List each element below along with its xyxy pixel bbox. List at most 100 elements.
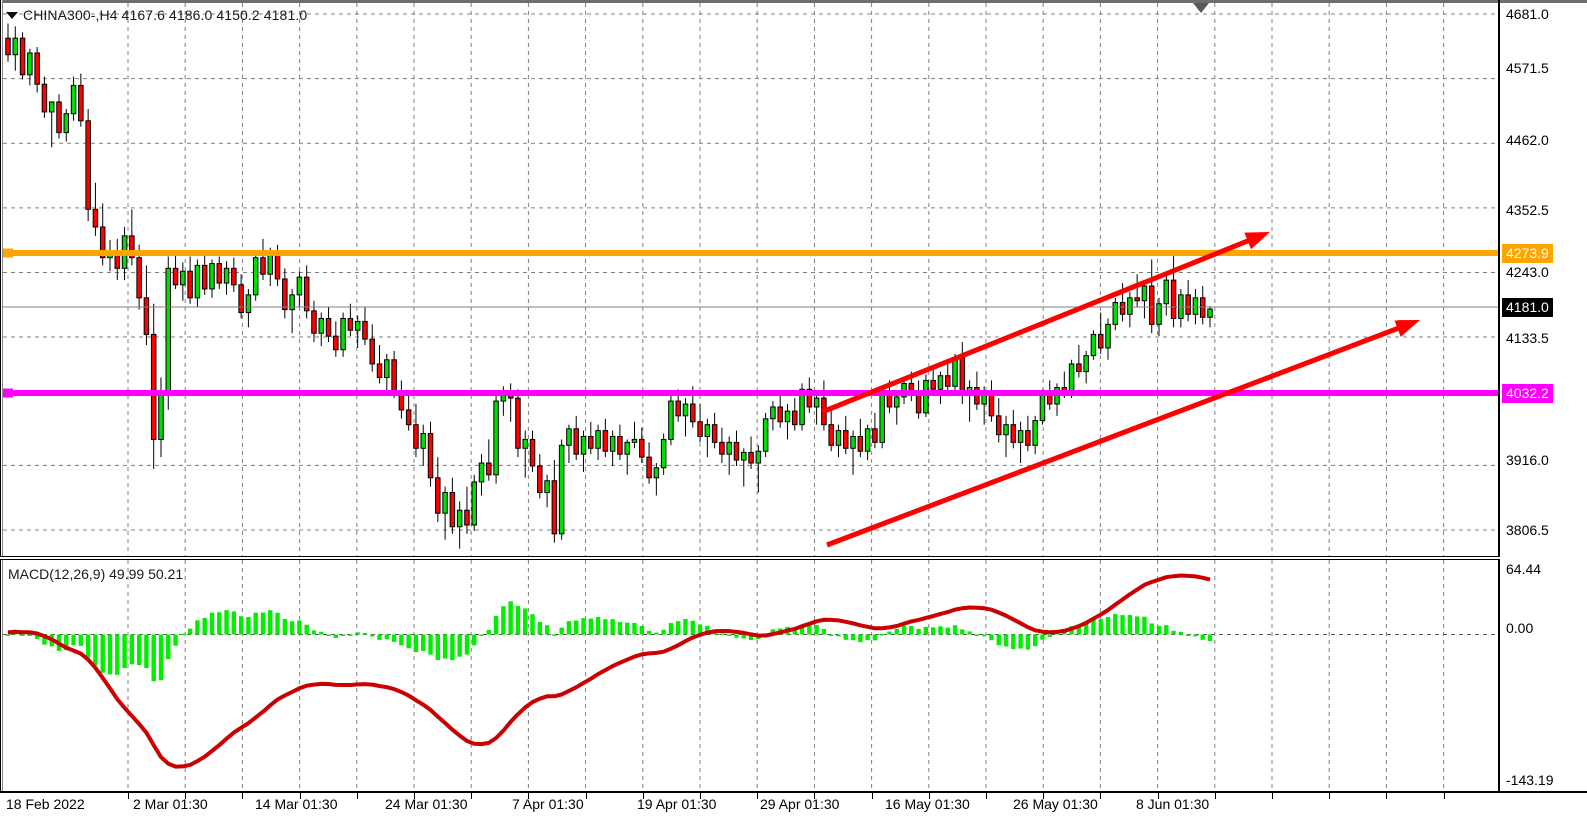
resistance-label[interactable]: 4273.9 xyxy=(1502,244,1553,263)
macd-histogram-bar xyxy=(20,634,25,636)
macd-histogram-bar xyxy=(617,622,623,635)
macd-histogram-bar xyxy=(945,627,950,635)
candlestick xyxy=(631,421,638,449)
candle-body-bullish xyxy=(1156,303,1162,325)
macd-histogram-bar xyxy=(741,634,746,639)
candle-body-bullish xyxy=(660,438,667,469)
macd-histogram-bar xyxy=(646,630,652,635)
macd-histogram-bar xyxy=(850,634,856,641)
candle-body-bearish xyxy=(143,297,150,335)
candle-body-bearish xyxy=(435,477,441,514)
triangle-down-marker-icon[interactable] xyxy=(1193,3,1209,13)
macd-histogram-bar xyxy=(566,621,572,635)
last-price-label[interactable]: 4181.0 xyxy=(1502,298,1553,317)
macd-histogram-bar xyxy=(1134,616,1140,635)
candle-body-bullish xyxy=(384,359,390,378)
macd-histogram-bar xyxy=(581,618,586,635)
candlestick xyxy=(879,389,885,449)
candlestick xyxy=(12,26,19,71)
macd-histogram-bar xyxy=(348,634,353,636)
candlestick xyxy=(726,436,732,475)
candle-body-bearish xyxy=(711,424,718,443)
candle-body-bullish xyxy=(1163,279,1170,305)
macd-histogram-bar xyxy=(1178,631,1184,635)
candlestick xyxy=(78,73,84,127)
time-axis-tick xyxy=(1043,793,1045,799)
candle-body-bullish xyxy=(1112,302,1119,325)
collapse-chart-icon[interactable] xyxy=(6,12,18,19)
candle-body-bearish xyxy=(588,435,594,449)
left-frame-border xyxy=(0,0,3,793)
support-line-handle[interactable] xyxy=(3,388,13,398)
lower-trendline-arrow-arrowhead xyxy=(1394,320,1420,337)
candlestick xyxy=(27,48,33,86)
lower-trendline-arrow[interactable] xyxy=(826,324,1405,548)
candle-body-bullish xyxy=(1127,297,1133,315)
candlestick xyxy=(384,353,390,393)
candlestick xyxy=(617,424,623,461)
candle-body-bullish xyxy=(726,441,732,455)
price-chart-panel[interactable] xyxy=(3,3,1498,556)
macd-histogram-bar xyxy=(697,624,703,635)
price-axis-tick-label: 4352.5 xyxy=(1506,202,1549,218)
candlestick xyxy=(478,454,485,496)
macd-histogram-bar xyxy=(187,628,193,635)
macd-histogram-bar xyxy=(552,634,557,636)
time-axis-tick xyxy=(242,793,244,799)
price-axis-tick-label: 3806.5 xyxy=(1506,522,1549,538)
price-axis-tick-label: 4681.0 xyxy=(1506,6,1549,22)
macd-histogram-bar xyxy=(595,616,601,635)
macd-histogram-bar xyxy=(574,620,579,635)
price-axis-border xyxy=(1498,0,1500,793)
candle-body-bullish xyxy=(1017,430,1024,443)
candle-body-bearish xyxy=(99,226,106,259)
time-axis-tick-label: 14 Mar 01:30 xyxy=(255,796,338,812)
candle-body-bullish xyxy=(340,317,346,351)
candlestick xyxy=(442,486,448,540)
candlestick xyxy=(311,300,317,343)
macd-histogram-bar xyxy=(1171,630,1176,635)
candle-body-bearish xyxy=(675,400,681,417)
candlestick xyxy=(19,32,26,80)
macd-histogram-bar xyxy=(508,601,513,635)
candle-body-bearish xyxy=(1199,297,1206,318)
macd-histogram-bar xyxy=(843,634,848,640)
resistance-line-handle[interactable] xyxy=(3,248,13,258)
candle-body-bearish xyxy=(391,359,397,393)
macd-indicator-panel[interactable] xyxy=(3,560,1498,791)
candle-body-bullish xyxy=(1105,323,1111,349)
macd-histogram-bar xyxy=(100,634,105,673)
macd-histogram-bar xyxy=(836,634,841,637)
candlestick xyxy=(777,395,783,428)
candle-body-bullish xyxy=(893,396,900,408)
macd-signal-line xyxy=(7,573,1211,769)
candle-body-bearish xyxy=(697,421,703,437)
time-axis-tick xyxy=(757,793,759,799)
time-axis-tick xyxy=(928,793,930,799)
candle-body-bullish xyxy=(158,394,164,440)
candlestick xyxy=(1148,259,1155,334)
candlestick xyxy=(639,427,645,464)
candle-body-bearish xyxy=(1148,285,1155,325)
candlestick xyxy=(602,418,609,458)
candle-body-bearish xyxy=(347,317,354,331)
candlestick xyxy=(719,427,725,464)
candle-body-bullish xyxy=(456,509,463,528)
candlestick-series xyxy=(5,23,1213,549)
candle-body-bearish xyxy=(602,430,609,452)
macd-histogram-bar xyxy=(668,623,674,635)
macd-histogram-bar xyxy=(115,634,120,675)
upper-trendline-arrow[interactable] xyxy=(821,236,1255,415)
candlestick xyxy=(187,256,193,304)
macd-histogram-bar xyxy=(224,610,229,635)
time-axis-tick xyxy=(128,793,129,799)
macd-histogram-bar xyxy=(340,634,346,636)
macd-signal-path xyxy=(7,573,1211,769)
candle-body-bearish xyxy=(537,465,543,494)
support-label[interactable]: 4032.2 xyxy=(1502,384,1553,403)
candlestick xyxy=(580,430,587,472)
panel-splitter[interactable] xyxy=(0,556,1500,560)
candle-body-bearish xyxy=(427,433,434,479)
candle-body-bearish xyxy=(216,263,223,284)
